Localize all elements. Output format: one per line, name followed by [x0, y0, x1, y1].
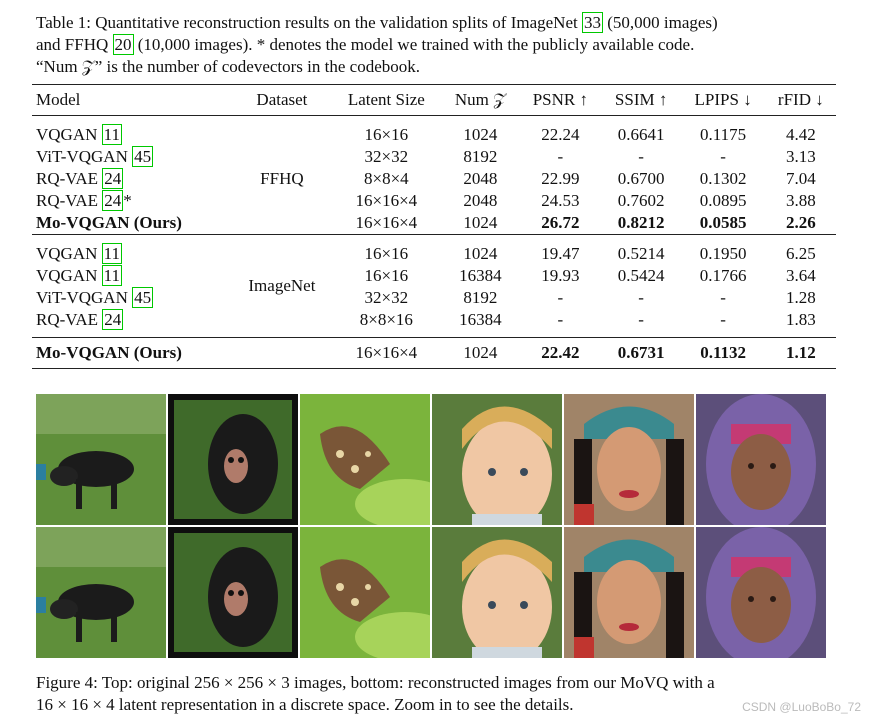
citation-link[interactable]: 33 [581, 12, 603, 33]
header-lpips: LPIPS ↓ [680, 84, 766, 116]
table-row: ViT-VQGAN 45 32×32 8192 - - - 3.13 [36, 145, 816, 167]
elderly-woman-photo-reconstructed [696, 527, 826, 658]
citation-link[interactable]: 45 [132, 145, 154, 167]
table-row: ViT-VQGAN 45 32×32 8192 - - - 1.28 [36, 286, 816, 308]
table-caption: Table 1: Quantitative reconstruction res… [36, 12, 836, 78]
woman-photo-original [564, 394, 694, 525]
header-model: Model [32, 84, 233, 116]
elderly-woman-photo-original [696, 394, 826, 525]
citation-link[interactable]: 11 [101, 264, 123, 286]
table-caption-line3: “Num 𝒵” is the number of codevectors in … [36, 57, 420, 76]
figure-caption-line1: Figure 4: Top: original 256 × 256 × 3 im… [36, 673, 715, 692]
image-grid [36, 394, 827, 658]
table-row: RQ-VAE 24 * 16×16×4 2048 24.53 0.7602 0.0… [36, 189, 816, 211]
figure-caption-line2: 16 × 16 × 4 latent representation in a d… [36, 695, 574, 714]
citation-link[interactable]: 45 [132, 286, 154, 308]
dog-photo-original [36, 394, 166, 525]
table-row: RQ-VAE 24 8×8×16 16384 - - - 1.83 [36, 308, 816, 330]
table-row-ours: Mo-VQGAN (Ours) 16×16×4 1024 22.42 0.673… [32, 336, 836, 369]
butterfly-photo-original [300, 394, 430, 525]
woman-photo-reconstructed [564, 527, 694, 658]
dataset-label-imagenet: ImageNet [232, 233, 331, 337]
header-dataset: Dataset [232, 84, 331, 116]
header-rfid: rFID ↓ [765, 84, 836, 116]
citation-link[interactable]: 11 [101, 242, 123, 264]
table-row: RQ-VAE 24 8×8×4 2048 22.99 0.6700 0.1302… [36, 167, 816, 189]
citation-link[interactable]: 11 [101, 123, 123, 145]
monkey-photo-reconstructed [168, 527, 298, 658]
child-photo-original [432, 394, 562, 525]
monkey-photo-original [168, 394, 298, 525]
figure-caption: Figure 4: Top: original 256 × 256 × 3 im… [36, 672, 836, 716]
table-row [32, 116, 836, 124]
dataset-label-ffhq: FFHQ [260, 168, 304, 188]
table-caption-line1: Table 1: Quantitative reconstruction res… [36, 12, 718, 33]
table-row: VQGAN 11 ImageNet 16×16 1024 19.47 0.521… [32, 233, 836, 337]
citation-link[interactable]: 24 [102, 189, 124, 211]
table-row: VQGAN 11 FFHQ 16×16 1024 22.24 0.6641 0.… [32, 123, 836, 188]
table-row: VQGAN 11 16×16 16384 19.93 0.5424 0.1766… [36, 264, 816, 286]
table-header-row: Model Dataset Latent Size Num 𝒵 PSNR ↑ S… [32, 84, 836, 116]
citation-link[interactable]: 24 [102, 308, 124, 330]
header-num-z: Num 𝒵 [441, 84, 520, 116]
table-caption-line2: and FFHQ 20 (10,000 images). * denotes t… [36, 34, 695, 55]
citation-link[interactable]: 20 [112, 34, 134, 55]
citation-link[interactable]: 24 [102, 167, 124, 189]
header-latent-size: Latent Size [330, 84, 442, 116]
dog-photo-reconstructed [36, 527, 166, 658]
header-ssim: SSIM ↑ [601, 84, 681, 116]
table-row: Mo-VQGAN (Ours) 16×16×4 1024 26.72 0.821… [36, 212, 816, 232]
header-psnr: PSNR ↑ [519, 84, 602, 116]
child-photo-reconstructed [432, 527, 562, 658]
butterfly-photo-reconstructed [300, 527, 430, 658]
results-table: Model Dataset Latent Size Num 𝒵 PSNR ↑ S… [32, 84, 836, 369]
watermark: CSDN @LuoBoBo_72 [742, 700, 861, 714]
